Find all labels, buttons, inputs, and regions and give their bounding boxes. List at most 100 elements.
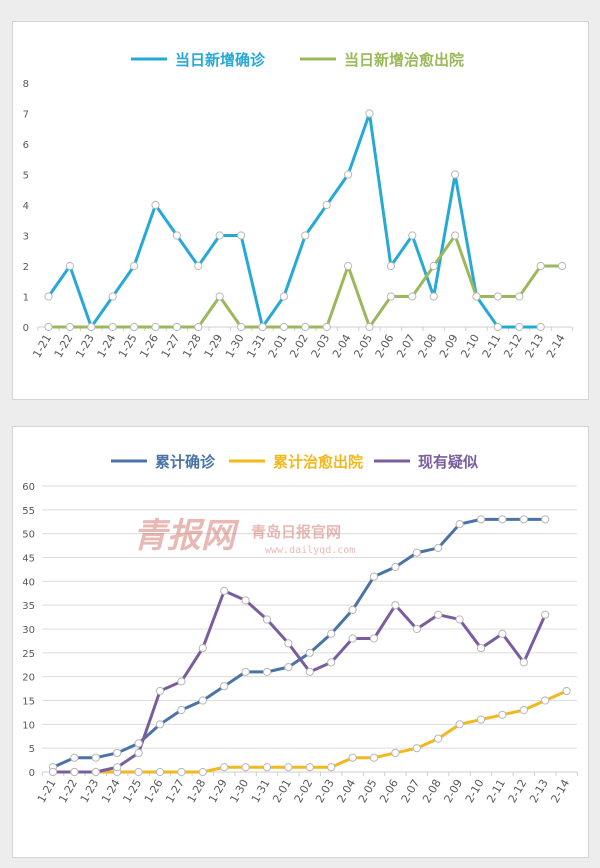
data-point bbox=[519, 705, 528, 715]
cumulative-chart: 0 5 10 15 20 25 30 35 40 45 50 55 60 1-211-221-231-24… bbox=[22, 453, 578, 805]
data-point bbox=[284, 639, 293, 648]
series-line-0 bbox=[51, 517, 547, 769]
x-tick-label: 2-04 bbox=[334, 777, 358, 805]
data-point bbox=[215, 231, 224, 240]
series-line-2 bbox=[51, 589, 547, 774]
x-tick-label: 1-27 bbox=[163, 777, 187, 805]
data-point bbox=[327, 658, 336, 667]
data-point bbox=[493, 322, 502, 332]
data-point bbox=[258, 322, 267, 332]
x-tick-label: 1-28 bbox=[180, 332, 204, 360]
data-point bbox=[130, 322, 139, 332]
data-point bbox=[322, 200, 331, 210]
y-tick-label: 1 bbox=[23, 293, 29, 304]
legend-label: 当日新增确诊 bbox=[175, 51, 266, 69]
data-point bbox=[65, 261, 75, 271]
data-point bbox=[155, 720, 165, 729]
daily-new-chart: 0123456781-211-221-231-241-251-261-271-2… bbox=[23, 51, 574, 360]
y-tick-label: 6 bbox=[23, 140, 29, 151]
data-point bbox=[113, 748, 122, 758]
data-point bbox=[91, 767, 100, 777]
data-point bbox=[284, 663, 293, 672]
data-point bbox=[541, 515, 550, 524]
data-point bbox=[455, 520, 464, 529]
data-point bbox=[305, 763, 314, 772]
data-point bbox=[65, 322, 75, 332]
y-tick-label: 50 bbox=[22, 530, 35, 541]
x-tick-label: 1-23 bbox=[73, 332, 97, 360]
data-point bbox=[194, 261, 203, 271]
data-point bbox=[108, 292, 117, 301]
data-point bbox=[369, 634, 379, 643]
x-tick-label: 1-30 bbox=[223, 332, 247, 360]
data-point bbox=[562, 686, 571, 696]
series-line-1 bbox=[47, 234, 564, 329]
data-point bbox=[434, 734, 443, 743]
x-tick-label: 1-29 bbox=[206, 777, 230, 805]
data-point bbox=[391, 562, 400, 572]
x-tick-label: 2-12 bbox=[501, 332, 525, 360]
data-point bbox=[451, 170, 460, 179]
data-point bbox=[130, 261, 139, 271]
data-point bbox=[220, 682, 229, 691]
y-tick-label: 25 bbox=[22, 649, 35, 660]
data-point bbox=[134, 748, 143, 758]
data-point bbox=[429, 261, 438, 271]
y-tick-label: 0 bbox=[23, 323, 29, 334]
data-point bbox=[172, 322, 181, 332]
data-point bbox=[348, 634, 357, 643]
data-point bbox=[412, 624, 421, 634]
x-tick-label: 2-09 bbox=[437, 332, 461, 360]
data-point bbox=[172, 231, 181, 240]
data-point bbox=[237, 322, 246, 332]
data-point bbox=[493, 292, 502, 301]
x-tick-label: 1-30 bbox=[227, 777, 251, 805]
x-tick-label: 2-14 bbox=[544, 332, 568, 360]
y-tick-label: 60 bbox=[22, 482, 35, 493]
data-point bbox=[44, 292, 53, 301]
data-point bbox=[220, 763, 229, 772]
x-tick-label: 1-21 bbox=[30, 332, 54, 360]
data-point bbox=[177, 677, 186, 686]
y-tick-label: 45 bbox=[22, 554, 35, 565]
x-tick-label: 1-24 bbox=[99, 777, 123, 805]
data-point bbox=[386, 261, 395, 271]
x-tick-label: 2-08 bbox=[416, 332, 440, 360]
x-tick-label: 1-22 bbox=[56, 777, 80, 805]
data-point bbox=[284, 763, 293, 772]
x-tick-label: 2-01 bbox=[270, 777, 294, 805]
data-point bbox=[91, 753, 100, 762]
data-point bbox=[476, 643, 486, 653]
data-point bbox=[327, 629, 336, 638]
y-tick-label: 20 bbox=[22, 673, 35, 684]
x-tick-label: 1-31 bbox=[249, 777, 273, 805]
data-point bbox=[215, 292, 224, 301]
data-point bbox=[541, 696, 550, 705]
data-point bbox=[365, 322, 374, 332]
data-point bbox=[515, 322, 524, 332]
x-tick-label: 2-14 bbox=[548, 777, 572, 805]
x-tick-label: 2-02 bbox=[287, 332, 311, 360]
legend-label: 现有疑似 bbox=[418, 453, 478, 471]
data-point bbox=[476, 715, 486, 724]
data-point bbox=[70, 767, 79, 777]
data-point bbox=[301, 322, 310, 332]
x-tick-label: 2-13 bbox=[523, 332, 547, 360]
data-point bbox=[434, 610, 443, 619]
data-point bbox=[408, 292, 417, 301]
x-tick-label: 2-02 bbox=[292, 777, 316, 805]
x-tick-label: 2-06 bbox=[373, 332, 397, 360]
x-tick-label: 2-03 bbox=[309, 332, 333, 360]
data-point bbox=[391, 748, 400, 758]
x-tick-label: 1-23 bbox=[78, 777, 102, 805]
x-tick-label: 2-11 bbox=[480, 332, 504, 360]
x-tick-label: 2-13 bbox=[527, 777, 551, 805]
y-tick-label: 40 bbox=[22, 577, 35, 588]
x-tick-label: 2-08 bbox=[420, 777, 444, 805]
data-point bbox=[369, 753, 379, 762]
watermark: 青报网 青岛日报官网 www.dailyqd.com bbox=[133, 516, 355, 556]
legend-label: 累计治愈出院 bbox=[273, 453, 363, 471]
x-tick-label: 1-28 bbox=[185, 777, 209, 805]
watermark-subtitle-text: 青岛日报官网 bbox=[251, 523, 341, 541]
data-point bbox=[241, 596, 250, 605]
